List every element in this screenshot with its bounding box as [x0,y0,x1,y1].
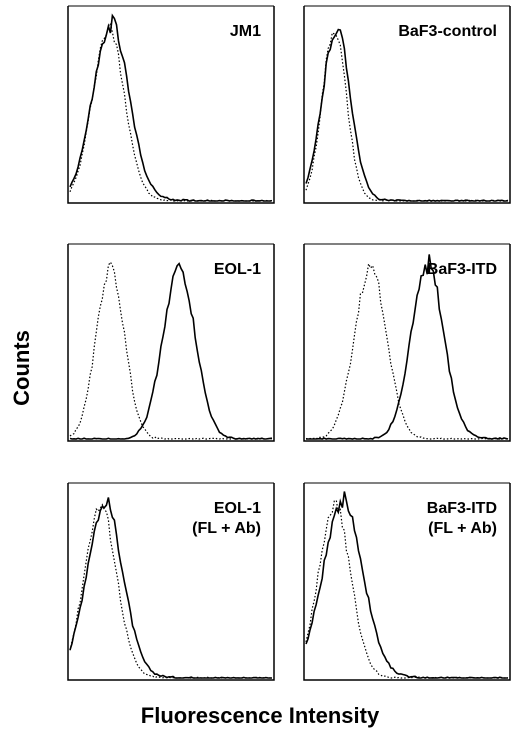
solid-histogram-line [69,497,272,679]
panel-label-line: (FL + Ab) [192,520,261,537]
dotted-histogram-line [305,31,508,202]
axes-frame [303,244,511,442]
solid-histogram-line [69,13,273,202]
histogram-panel-middle-left: EOL-1 [67,243,275,442]
solid-histogram-line [305,28,509,202]
axes-frame [303,483,511,681]
panel-label: EOL-1 (FL + Ab) [192,499,261,539]
axes-frame [67,483,275,681]
histogram-plot [303,482,511,681]
panel-label: BaF3-control [398,22,497,42]
panel-label-line: EOL-1 [213,500,261,517]
solid-histogram-line [306,254,509,440]
panel-label-line: BaF3-control [398,23,497,40]
histogram-plot [303,5,511,204]
solid-histogram-line [305,491,508,679]
axes-frame [67,244,275,442]
histogram-plot [67,5,275,204]
panel-label-line: BaF3-ITD [426,500,497,517]
histogram-panel-middle-right: BaF3-ITD [303,243,511,442]
x-axis-label: Fluorescence Intensity [140,703,380,728]
histogram-panel-bottom-right: BaF3-ITD (FL + Ab) [303,482,511,681]
solid-histogram-line [69,262,273,440]
histogram-panel-bottom-left: EOL-1 (FL + Ab) [67,482,275,681]
panel-label-line: EOL-1 [213,261,261,278]
panel-label: EOL-1 [214,260,261,280]
histogram-plot [303,243,511,442]
dotted-histogram-line [305,261,508,440]
histogram-plot [67,482,275,681]
panel-label-line: JM1 [229,23,261,40]
panel-label: BaF3-ITD (FL + Ab) [427,499,497,539]
panel-label: JM1 [230,22,261,42]
panel-label-line: BaF3-ITD [426,261,497,278]
y-axis-label: Counts [9,330,34,406]
histogram-plot [67,243,275,442]
axes-frame [303,6,511,204]
histogram-panel-top-right: BaF3-control [303,5,511,204]
panel-label: BaF3-ITD [427,260,497,280]
panel-label-line: (FL + Ab) [428,520,497,537]
axes-frame [67,6,275,204]
histogram-panel-top-left: JM1 [67,5,275,204]
